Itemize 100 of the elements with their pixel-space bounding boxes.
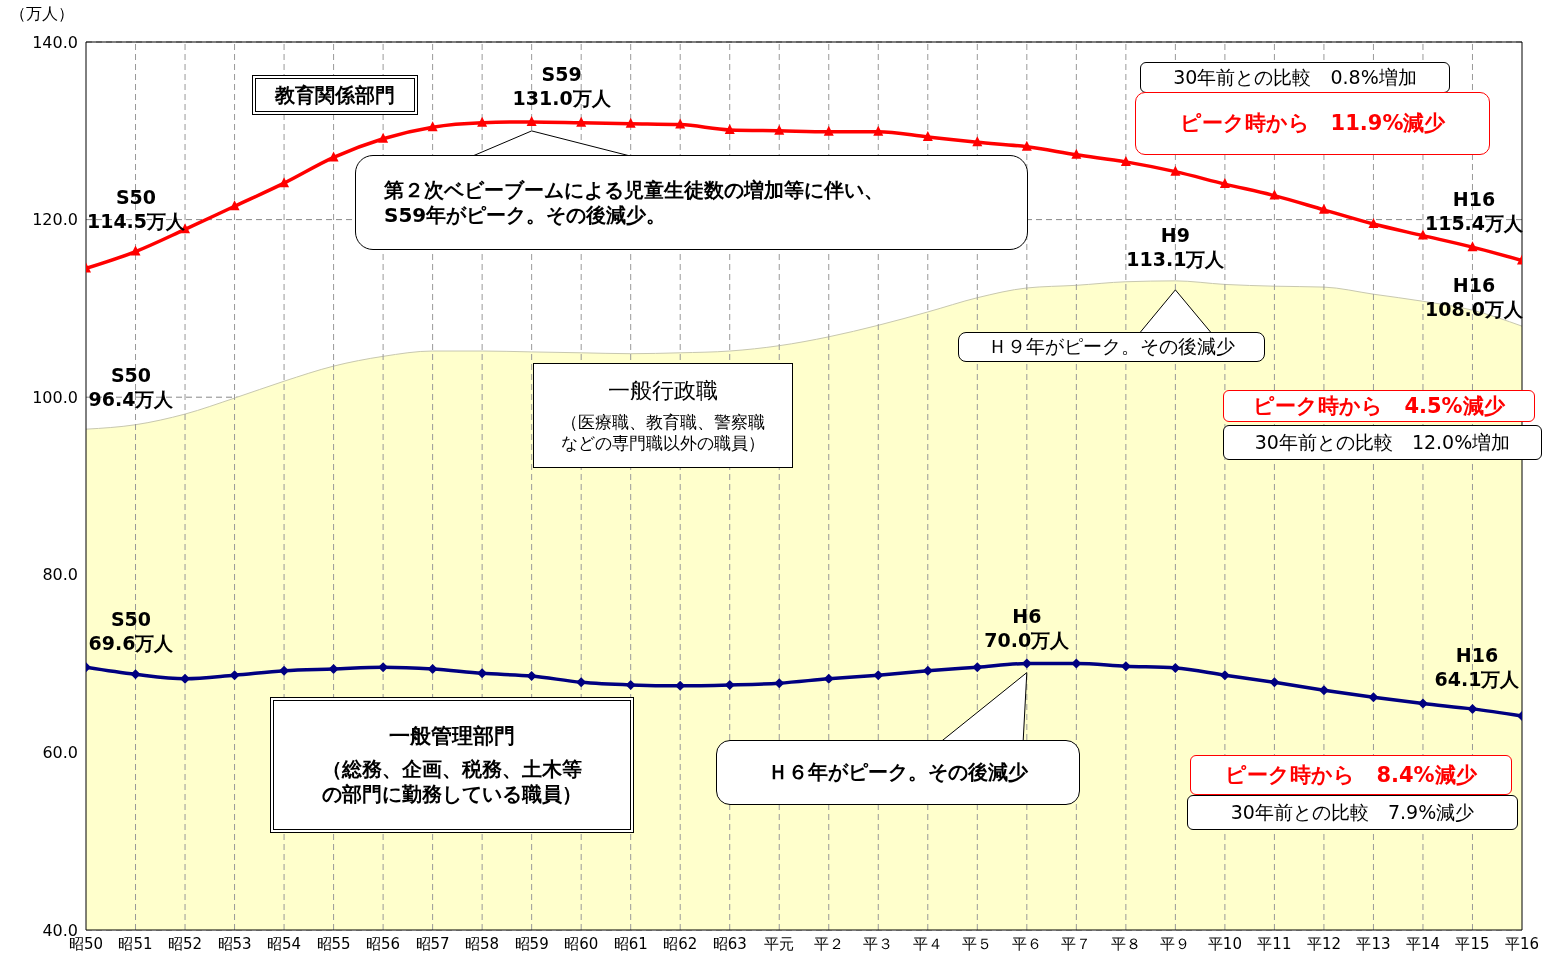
x-tick-label: 平９ <box>1160 934 1191 953</box>
point <box>972 662 983 673</box>
x-tick-label: 昭52 <box>167 934 203 953</box>
label-box: 一般行政職 （医療職、教育職、警察職などの専門職以外の職員） <box>533 363 793 468</box>
point <box>279 177 290 188</box>
x-tick-label: 平12 <box>1306 934 1341 953</box>
annotation: S50 114.5万人 <box>86 186 186 233</box>
x-tick-label: 昭56 <box>366 934 401 953</box>
point <box>724 123 735 134</box>
x-tick-label: 昭61 <box>613 934 648 953</box>
point <box>1170 663 1181 674</box>
point <box>1219 178 1230 189</box>
point <box>328 151 339 162</box>
x-tick-label: 昭58 <box>465 934 500 953</box>
x-tick-label: 昭57 <box>415 934 450 953</box>
annotation: S59 131.0万人 <box>511 61 612 110</box>
point <box>378 132 389 143</box>
point <box>130 669 141 680</box>
annotation: ピーク時から 8.4%減少 <box>1225 761 1477 789</box>
x-tick-label: 昭60 <box>564 934 599 953</box>
label-box: 教育関係部門 <box>252 75 418 115</box>
label-box: ピーク時から 11.9%減少 <box>1135 92 1490 155</box>
label-box: ピーク時から 8.4%減少 <box>1190 755 1512 795</box>
annotation: 30年前との比較 7.9%減少 <box>1230 800 1475 825</box>
annotation: H16 108.0万人 <box>1423 273 1525 322</box>
x-tick-label: 昭62 <box>663 934 698 953</box>
x-tick-label: 平３ <box>863 934 894 953</box>
annotation: 30年前との比較 12.0%増加 <box>1254 430 1511 455</box>
x-tick-label: 平２ <box>813 934 844 953</box>
annotation: 教育関係部門 <box>275 82 395 108</box>
point <box>427 121 438 132</box>
annotation: Ｈ９年がピーク。その後減少 <box>988 335 1235 359</box>
y-tick-label: 80.0 <box>42 565 78 585</box>
x-tick-label: 平14 <box>1405 934 1441 953</box>
point <box>526 115 537 126</box>
label-box: 30年前との比較 12.0%増加 <box>1223 425 1542 460</box>
x-tick-label: 昭53 <box>217 934 252 953</box>
point <box>328 663 339 674</box>
x-tick-label: 昭59 <box>514 934 549 953</box>
x-tick-label: 平10 <box>1207 934 1242 953</box>
annotation: 第２次ベビーブームによる児童生徒数の増加等に伴い、S59年がピーク。その後減少。 <box>384 177 885 228</box>
x-tick-label: 昭54 <box>267 934 302 953</box>
annotation: H6 70.0万人 <box>983 603 1071 652</box>
x-tick-label: 平16 <box>1504 934 1540 953</box>
label-box: ピーク時から 4.5%減少 <box>1223 390 1535 422</box>
y-axis-title: （万人） <box>10 4 74 25</box>
point <box>477 116 488 127</box>
point <box>1269 677 1280 688</box>
x-tick-label: 平13 <box>1356 934 1391 953</box>
y-tick-label: 60.0 <box>42 743 78 763</box>
point <box>1170 165 1181 176</box>
x-tick-label: 昭51 <box>118 934 153 953</box>
label-box: 30年前との比較 0.8%増加 <box>1140 62 1450 93</box>
point <box>229 200 240 211</box>
x-tick-label: 平15 <box>1455 934 1490 953</box>
y-tick-label: 100.0 <box>32 387 78 407</box>
x-tick-label: 平４ <box>912 934 943 953</box>
point <box>922 665 933 676</box>
x-tick-label: 昭63 <box>712 934 747 953</box>
annotation: （総務、企画、税務、土木等の部門に勤務している職員） <box>321 757 583 808</box>
point <box>675 118 686 129</box>
x-tick-label: 平６ <box>1011 934 1042 953</box>
point <box>427 663 438 674</box>
x-tick-label: 平７ <box>1061 934 1092 953</box>
annotation: （医療職、教育職、警察職などの専門職以外の職員） <box>560 412 766 455</box>
point <box>1467 703 1478 714</box>
annotation: S50 69.6万人 <box>87 607 175 656</box>
annotation: Ｈ６年がピーク。その後減少 <box>768 760 1028 785</box>
point <box>1417 698 1428 709</box>
point <box>130 245 141 256</box>
point <box>1021 140 1032 151</box>
y-tick-label: 140.0 <box>32 32 78 52</box>
label-box: 一般管理部門 （総務、企画、税務、土木等の部門に勤務している職員） <box>270 697 634 833</box>
x-tick-label: 平元 <box>764 934 795 953</box>
point <box>774 124 785 135</box>
point <box>922 131 933 142</box>
y-tick-label: 120.0 <box>32 210 78 230</box>
annotation: 一般行政職 <box>608 376 718 404</box>
annotation: 一般管理部門 <box>389 722 515 750</box>
point <box>1368 218 1379 229</box>
point <box>823 673 834 684</box>
point <box>972 136 983 147</box>
x-tick-label: 昭55 <box>316 934 351 953</box>
point <box>625 679 636 690</box>
point <box>823 125 834 136</box>
point <box>1071 148 1082 159</box>
point <box>625 117 636 128</box>
annotation: S50 96.4万人 <box>88 364 174 411</box>
point <box>1219 670 1230 681</box>
x-tick-label: 平８ <box>1110 934 1141 953</box>
label-box: 30年前との比較 7.9%減少 <box>1187 795 1518 830</box>
point <box>1417 229 1428 240</box>
point <box>1269 189 1280 200</box>
annotation: H16 115.4万人 <box>1423 187 1525 236</box>
point <box>1318 685 1329 696</box>
point <box>1318 203 1329 214</box>
annotation: ピーク時から 4.5%減少 <box>1253 392 1505 420</box>
x-tick-label: 平５ <box>962 934 993 953</box>
point <box>576 116 587 127</box>
point <box>774 678 785 689</box>
